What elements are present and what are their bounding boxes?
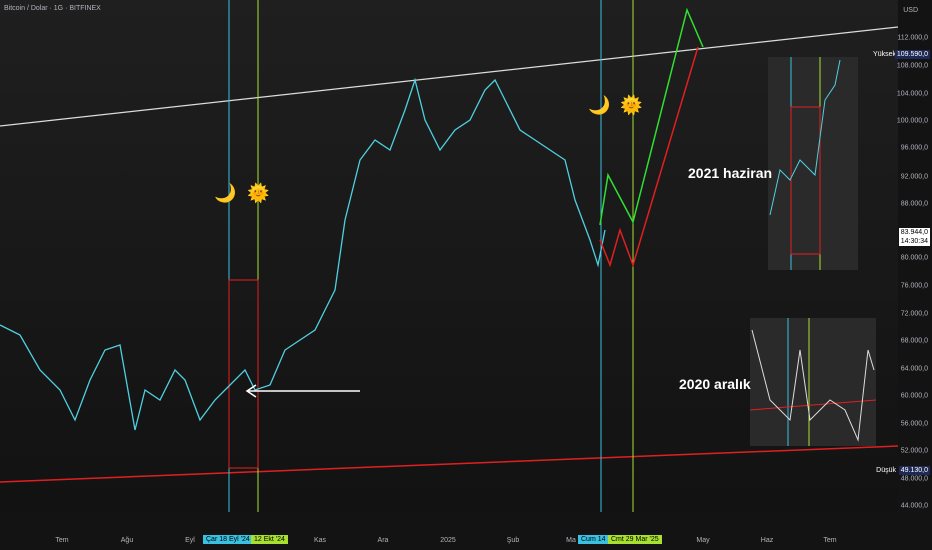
trendline-top: [0, 26, 899, 127]
time-label: Şub: [506, 537, 520, 544]
sun-icon: 🌞: [620, 95, 643, 115]
trendline-bottom: [0, 445, 899, 483]
price-label: 48.000,0: [900, 475, 928, 483]
countdown: 14:30:34: [898, 237, 930, 246]
sun-icon: 🌞: [247, 183, 270, 203]
price-label: 72.000,0: [900, 310, 928, 318]
price-label: 68.000,0: [900, 337, 928, 345]
box: [228, 279, 259, 469]
inset-path: [751, 329, 875, 442]
time-highlight: Çar 18 Eyl '24: [203, 535, 253, 544]
price-label: 100.000,0: [896, 117, 928, 125]
currency[interactable]: USD: [903, 7, 918, 14]
price-label: 60.000,0: [900, 392, 928, 400]
price-axis-bg: [898, 0, 932, 550]
time-label: Haz: [760, 537, 774, 544]
price-label: 104.000,0: [896, 90, 928, 98]
current-price: 83.944,0: [898, 228, 930, 237]
price-label: 88.000,0: [900, 200, 928, 208]
low-value: 49.130,0: [898, 466, 930, 475]
moon-icon: 🌙: [588, 95, 611, 115]
time-label: 2025: [440, 537, 456, 544]
box: [790, 106, 821, 255]
time-label: Ma: [566, 537, 576, 544]
price-label: 76.000,0: [900, 282, 928, 290]
price-label: 44.000,0: [900, 502, 928, 510]
price-label: 112.000,0: [897, 34, 928, 42]
time-label: Ağu: [120, 537, 134, 544]
price-label: 56.000,0: [900, 420, 928, 428]
price-label: 96.000,0: [900, 144, 928, 152]
time-label: Tem: [55, 537, 69, 544]
annotation: 2020 aralık: [679, 376, 751, 392]
price-label: 92.000,0: [900, 173, 928, 181]
inset-2021: [768, 57, 858, 270]
time-label: Tem: [823, 537, 837, 544]
trendline: [749, 399, 877, 411]
price-label: 52.000,0: [900, 447, 928, 455]
high-value: 109.590,0: [894, 50, 930, 59]
time-label: May: [696, 537, 710, 544]
time-axis-bg: [0, 512, 932, 550]
price-path: [0, 77, 606, 431]
annotation: 2021 haziran: [688, 165, 773, 181]
high-label: Yüksek: [873, 51, 896, 58]
time-highlight: Cum 14 Mı: [578, 535, 619, 544]
low-label: Düşük: [876, 467, 896, 474]
price-label: 64.000,0: [900, 365, 928, 373]
inset-2020: [750, 318, 876, 446]
price-label: 108.000,0: [896, 62, 928, 70]
projection-green: [599, 7, 704, 226]
time-label: Kas: [313, 537, 327, 544]
time-label: Eyl: [185, 537, 195, 544]
time-label: Ara: [377, 537, 389, 544]
time-highlight: Cmt 29 Mar '25: [608, 535, 662, 544]
inset-path: [769, 59, 841, 216]
moon-icon: 🌙: [214, 183, 237, 203]
time-highlight: 12 Ekt '24: [251, 535, 288, 544]
projection-red: [599, 46, 699, 268]
arrow-head: [245, 384, 257, 398]
chart-title: Bitcoin / Dolar · 1G · BITFINEX: [4, 5, 101, 12]
price-label: 80.000,0: [900, 254, 928, 262]
